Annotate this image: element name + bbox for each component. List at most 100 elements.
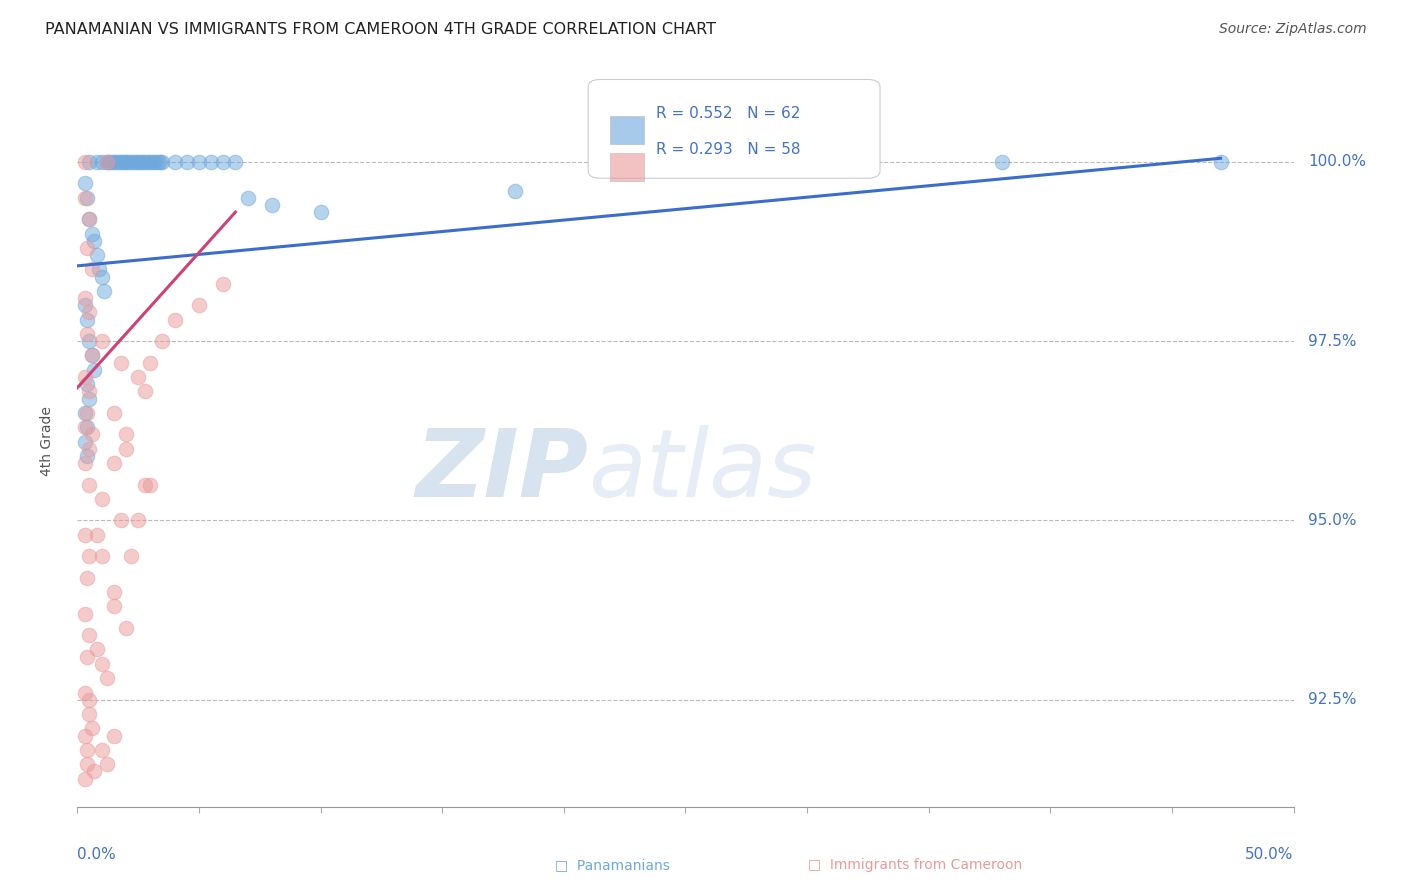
- Point: [80, 722, 103, 736]
- Point: [86, 154, 108, 169]
- Point: [76, 191, 98, 205]
- Point: [73, 528, 96, 542]
- Point: [80, 227, 103, 241]
- Point: [76, 571, 98, 585]
- Point: [96, 757, 118, 772]
- Point: [142, 154, 165, 169]
- Point: [79, 392, 101, 406]
- Point: [83, 234, 105, 248]
- Point: [80, 349, 103, 363]
- Point: [134, 154, 156, 169]
- Text: 50.0%: 50.0%: [1246, 847, 1294, 863]
- Point: [79, 477, 101, 491]
- Point: [103, 154, 125, 169]
- Point: [73, 191, 96, 205]
- Point: [76, 757, 98, 772]
- Point: [134, 477, 156, 491]
- Point: [176, 154, 198, 169]
- Point: [122, 154, 145, 169]
- Point: [110, 513, 132, 527]
- Point: [139, 477, 162, 491]
- Point: [79, 706, 101, 721]
- Point: [96, 154, 118, 169]
- Point: [97, 154, 120, 169]
- Text: R = 0.552   N = 62: R = 0.552 N = 62: [657, 106, 800, 121]
- Point: [127, 513, 149, 527]
- Point: [76, 743, 98, 757]
- Text: 92.5%: 92.5%: [1308, 692, 1357, 707]
- Point: [309, 205, 332, 219]
- Point: [73, 729, 96, 743]
- Text: 100.0%: 100.0%: [1308, 154, 1367, 169]
- Point: [152, 154, 174, 169]
- Point: [260, 198, 283, 212]
- Point: [73, 772, 96, 786]
- Point: [73, 434, 96, 449]
- Text: □  Immigrants from Cameroon: □ Immigrants from Cameroon: [808, 858, 1022, 872]
- Text: ZIP: ZIP: [415, 425, 588, 516]
- Point: [76, 377, 98, 392]
- Point: [73, 607, 96, 621]
- Point: [990, 154, 1012, 169]
- Point: [188, 298, 211, 312]
- Point: [73, 177, 96, 191]
- Point: [103, 406, 125, 420]
- Point: [83, 363, 105, 377]
- Text: 97.5%: 97.5%: [1308, 334, 1357, 349]
- Point: [115, 442, 138, 456]
- Point: [73, 298, 96, 312]
- Text: Source: ZipAtlas.com: Source: ZipAtlas.com: [1219, 22, 1367, 37]
- Point: [73, 685, 96, 699]
- Point: [127, 370, 149, 384]
- Point: [90, 743, 112, 757]
- Point: [79, 334, 101, 348]
- Point: [103, 456, 125, 470]
- Point: [90, 334, 112, 348]
- Point: [143, 154, 166, 169]
- Point: [79, 549, 101, 564]
- Point: [73, 154, 96, 169]
- Point: [73, 370, 96, 384]
- Point: [79, 154, 101, 169]
- Bar: [610, 116, 644, 145]
- Point: [80, 349, 103, 363]
- Point: [146, 154, 169, 169]
- Point: [96, 154, 118, 169]
- Point: [224, 154, 246, 169]
- Point: [90, 491, 112, 506]
- Point: [100, 154, 122, 169]
- Point: [115, 154, 138, 169]
- Point: [76, 312, 98, 326]
- Text: □  Panamanians: □ Panamanians: [555, 858, 671, 872]
- Point: [149, 154, 172, 169]
- Point: [110, 154, 132, 169]
- Point: [163, 154, 186, 169]
- Point: [79, 212, 101, 227]
- Point: [80, 427, 103, 442]
- Point: [103, 599, 125, 614]
- Point: [107, 154, 129, 169]
- Point: [86, 248, 108, 262]
- Point: [129, 154, 152, 169]
- Point: [90, 154, 112, 169]
- Point: [76, 406, 98, 420]
- Point: [796, 154, 818, 169]
- Point: [89, 262, 111, 277]
- Point: [93, 284, 115, 298]
- Point: [90, 657, 112, 671]
- Point: [115, 427, 138, 442]
- Text: 95.0%: 95.0%: [1308, 513, 1357, 528]
- Point: [80, 262, 103, 277]
- Point: [103, 729, 125, 743]
- Point: [188, 154, 211, 169]
- Text: atlas: atlas: [588, 425, 817, 516]
- Text: 4th Grade: 4th Grade: [39, 407, 53, 476]
- Point: [503, 184, 526, 198]
- Point: [79, 384, 101, 399]
- Point: [79, 212, 101, 227]
- Point: [73, 406, 96, 420]
- Text: R = 0.293   N = 58: R = 0.293 N = 58: [657, 143, 801, 157]
- Point: [212, 154, 235, 169]
- Point: [152, 334, 174, 348]
- Point: [1209, 154, 1232, 169]
